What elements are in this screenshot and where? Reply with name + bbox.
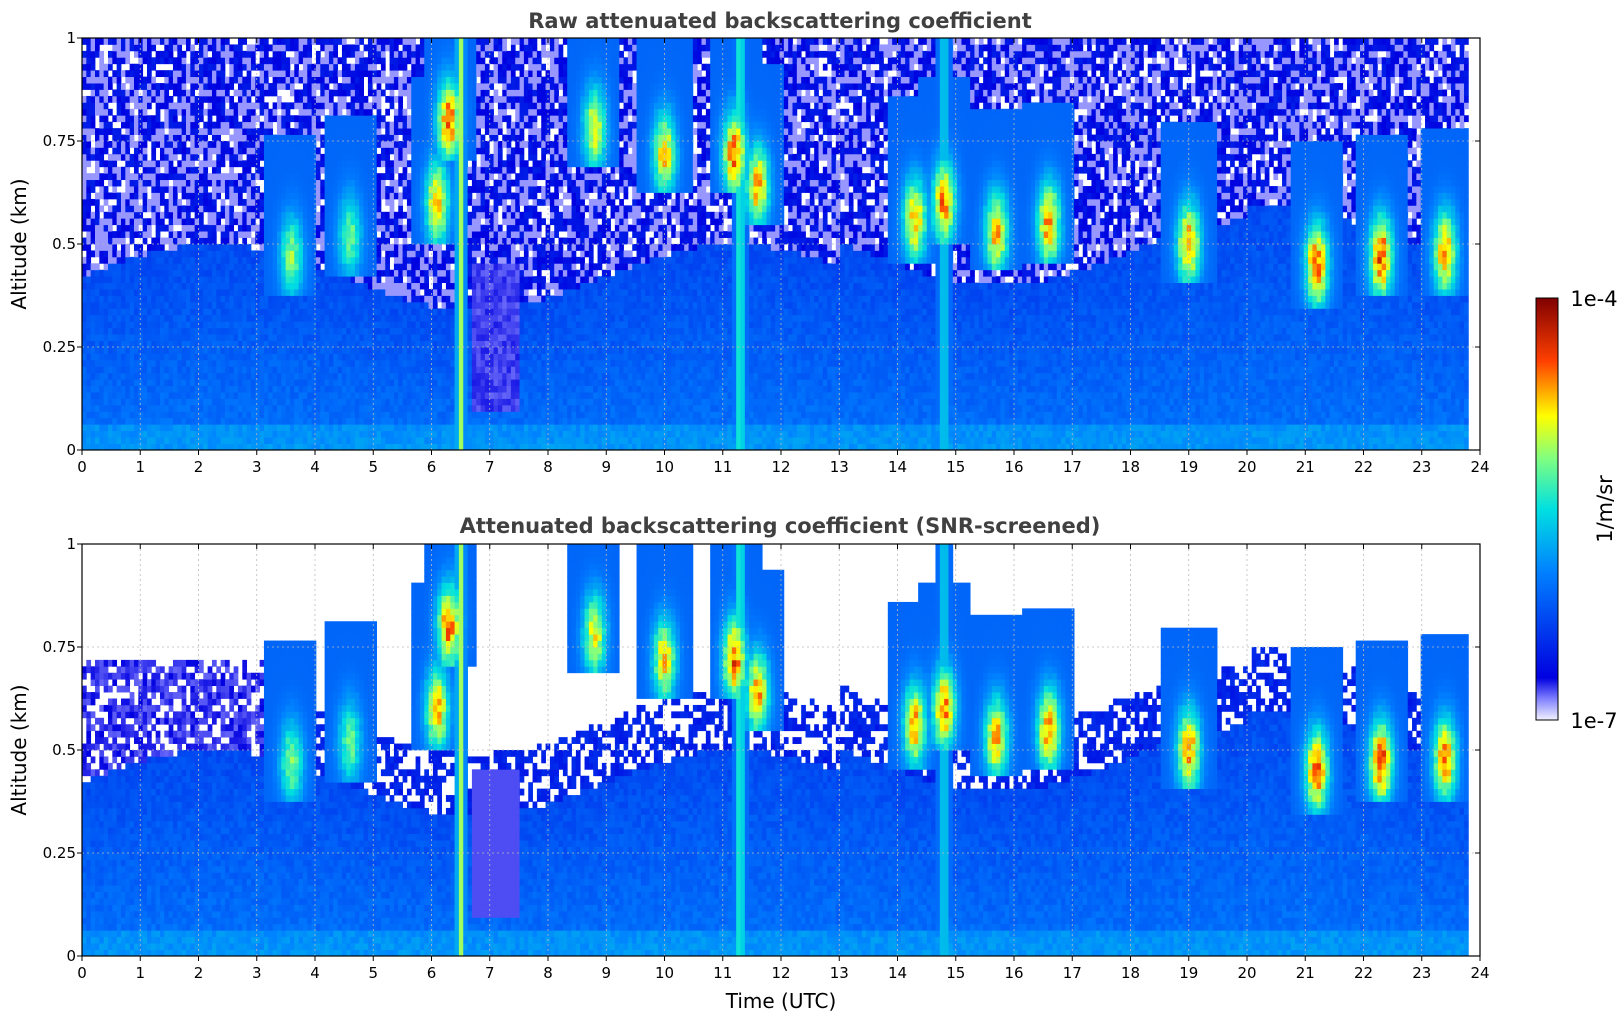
x-tick-label: 15 [946,964,965,982]
x-tick-label: 19 [1179,964,1198,982]
x-tick-label: 16 [1004,458,1023,476]
x-tick-label: 14 [888,458,907,476]
x-tick-label: 9 [601,964,611,982]
x-tick-label: 15 [946,458,965,476]
x-tick-label: 0 [77,964,87,982]
x-tick-label: 23 [1412,964,1431,982]
x-axis-label: Time (UTC) [725,989,837,1013]
x-tick-label: 2 [194,458,204,476]
x-tick-label: 18 [1121,964,1140,982]
screened-backscatter-panel: Attenuated backscattering coefficient (S… [7,514,1490,1013]
top-y-axis-label: Altitude (km) [7,178,31,309]
colorbar-max-label: 1e-4 [1570,287,1617,311]
x-tick-label: 3 [252,964,262,982]
x-tick-label: 6 [427,964,437,982]
top-chart-title: Raw attenuated backscattering coefficien… [528,9,1032,33]
x-tick-label: 3 [252,458,262,476]
x-tick-label: 13 [830,964,849,982]
x-tick-label: 13 [830,458,849,476]
y-tick-label: 0.25 [43,338,76,356]
y-tick-label: 0.25 [43,844,76,862]
x-tick-label: 14 [888,964,907,982]
colorbar-unit-label: 1/m/sr [1593,475,1617,543]
x-tick-label: 2 [194,964,204,982]
x-tick-label: 20 [1237,964,1256,982]
x-tick-label: 21 [1296,964,1315,982]
x-tick-label: 17 [1063,458,1082,476]
y-tick-label: 1 [66,29,76,47]
y-tick-label: 0.5 [52,741,76,759]
bottom-chart-title: Attenuated backscattering coefficient (S… [460,514,1101,538]
x-tick-label: 17 [1063,964,1082,982]
x-tick-label: 5 [368,458,378,476]
x-tick-label: 10 [655,458,674,476]
x-tick-label: 11 [713,964,732,982]
x-tick-label: 23 [1412,458,1431,476]
raw-backscatter-panel: Raw attenuated backscattering coefficien… [7,9,1490,476]
colorbar-gradient [1536,298,1558,720]
y-tick-label: 0.75 [43,638,76,656]
x-tick-label: 22 [1354,458,1373,476]
colorbar-min-label: 1e-7 [1570,709,1617,733]
x-tick-label: 16 [1004,964,1023,982]
x-tick-label: 9 [601,458,611,476]
x-tick-label: 8 [543,964,553,982]
x-tick-label: 5 [368,964,378,982]
x-tick-label: 7 [485,964,495,982]
x-tick-label: 19 [1179,458,1198,476]
x-tick-label: 4 [310,964,320,982]
colorbar: 1e-4 1e-7 1/m/sr [1536,287,1618,733]
x-tick-label: 7 [485,458,495,476]
x-tick-label: 1 [135,964,145,982]
x-tick-label: 6 [427,458,437,476]
x-tick-label: 12 [771,458,790,476]
x-tick-label: 10 [655,964,674,982]
y-tick-label: 0 [66,947,76,965]
y-tick-label: 0.5 [52,235,76,253]
bottom-y-axis-label: Altitude (km) [7,684,31,815]
x-tick-label: 0 [77,458,87,476]
x-tick-label: 12 [771,964,790,982]
x-tick-label: 21 [1296,458,1315,476]
x-tick-label: 22 [1354,964,1373,982]
x-tick-label: 24 [1470,964,1489,982]
x-tick-label: 11 [713,458,732,476]
y-tick-label: 0 [66,441,76,459]
y-tick-label: 1 [66,535,76,553]
x-tick-label: 8 [543,458,553,476]
x-tick-label: 18 [1121,458,1140,476]
x-tick-label: 4 [310,458,320,476]
y-tick-label: 0.75 [43,132,76,150]
x-tick-label: 1 [135,458,145,476]
x-tick-label: 24 [1470,458,1489,476]
x-tick-label: 20 [1237,458,1256,476]
